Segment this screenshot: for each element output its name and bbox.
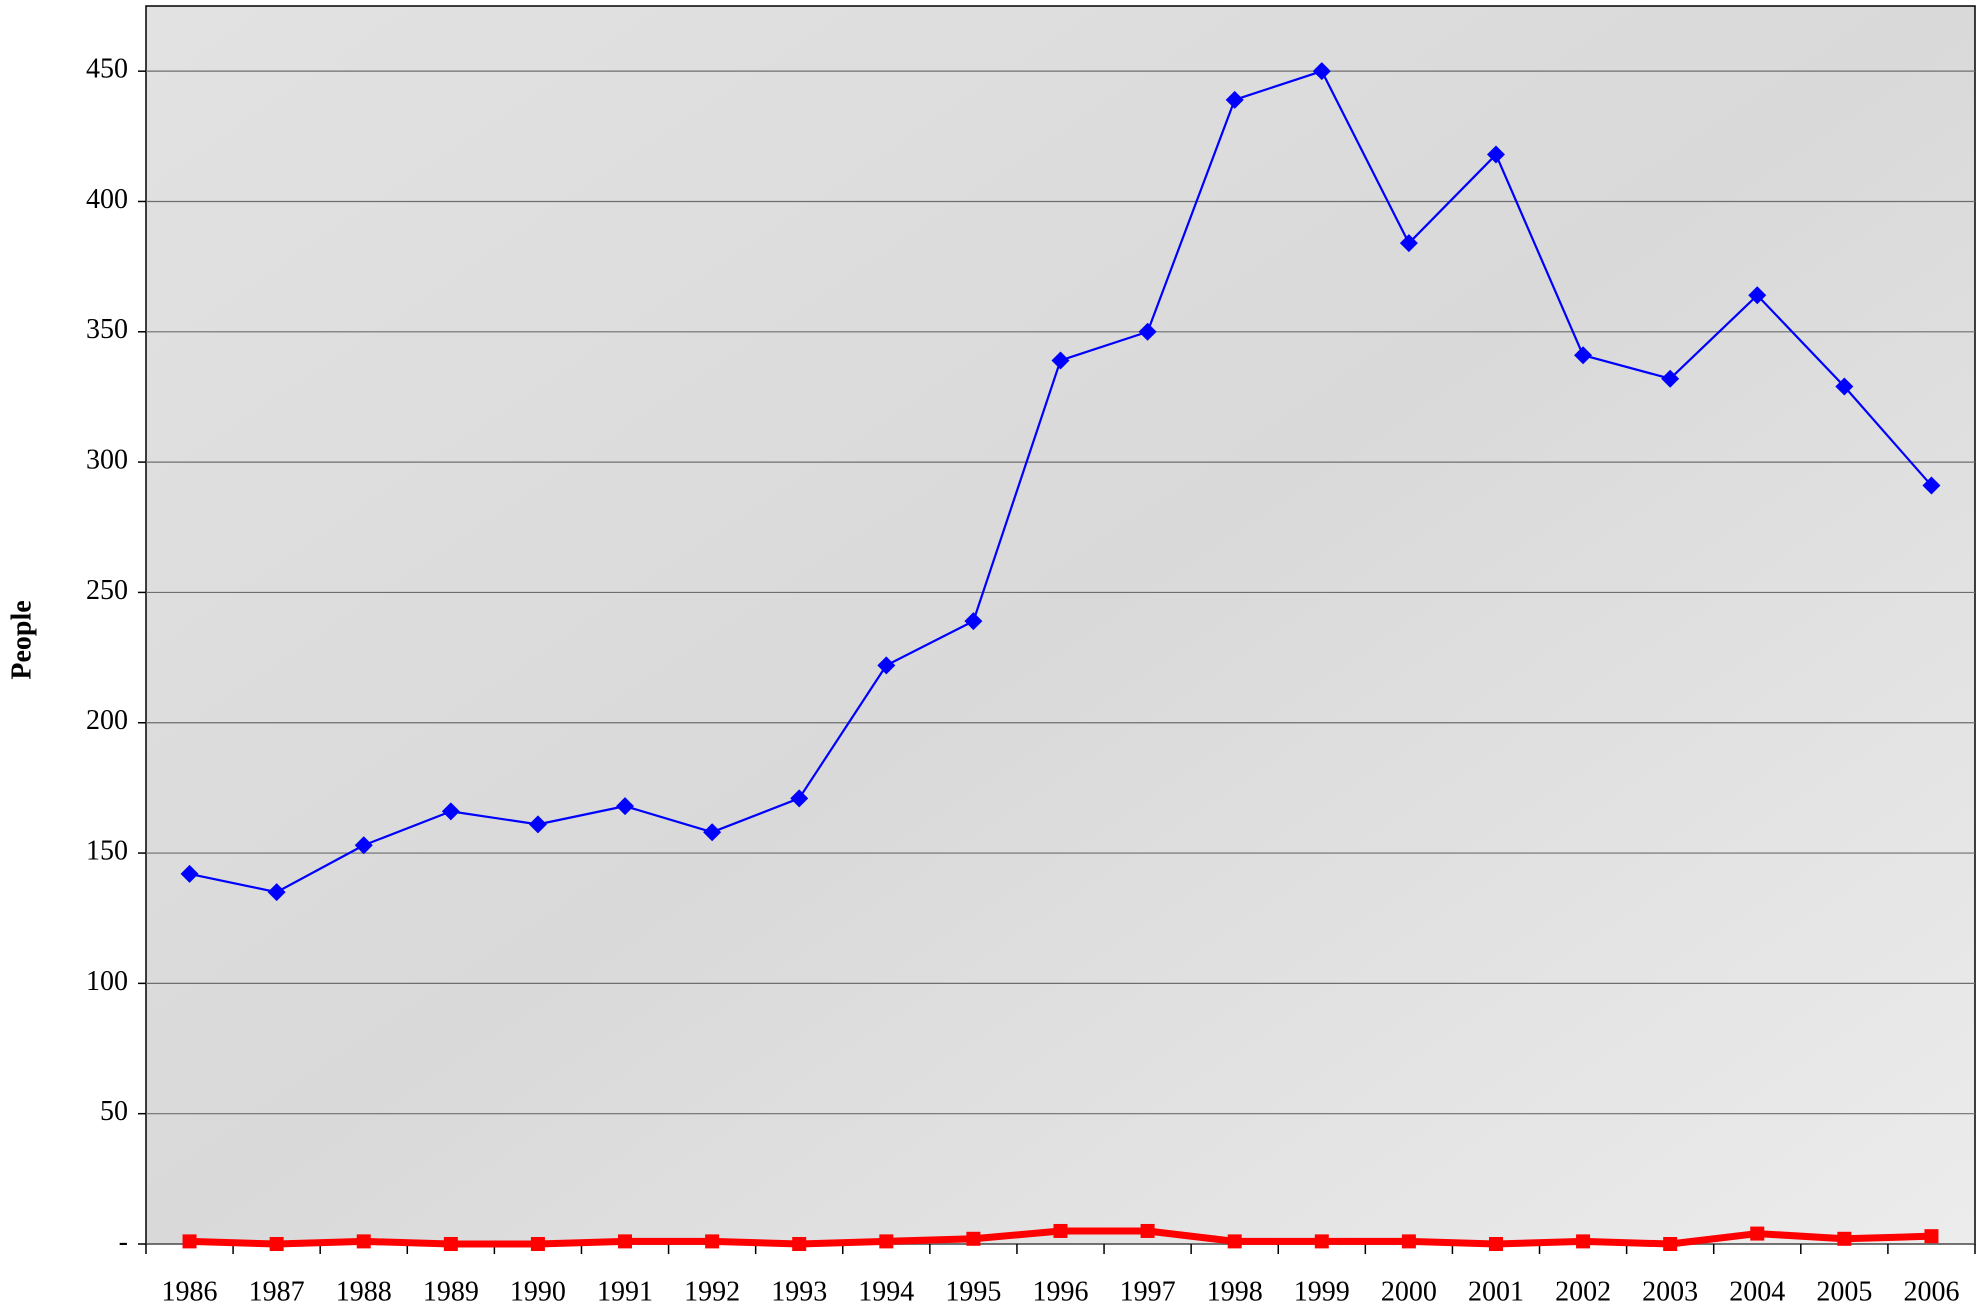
marker — [1748, 286, 1767, 305]
marker — [530, 1237, 545, 1251]
marker — [1661, 369, 1680, 388]
y-tick-label: 100 — [86, 966, 128, 997]
x-tick-label: 1989 — [423, 1276, 479, 1304]
y-tick-label: 200 — [86, 705, 128, 736]
x-tick-label: 2004 — [1729, 1276, 1785, 1304]
marker — [1399, 234, 1418, 253]
marker — [618, 1234, 633, 1249]
x-tick-label: 1998 — [1207, 1276, 1263, 1304]
marker — [1576, 1234, 1591, 1249]
marker — [1138, 322, 1157, 341]
marker — [790, 789, 809, 808]
marker — [792, 1237, 807, 1251]
x-tick-label: 2000 — [1381, 1276, 1437, 1304]
x-tick-label: 1987 — [249, 1276, 305, 1304]
marker — [1488, 1237, 1503, 1251]
x-tick-label: 1993 — [771, 1276, 827, 1304]
x-tick-label: 1990 — [510, 1276, 566, 1304]
x-tick-label: 2006 — [1903, 1276, 1959, 1304]
y-tick-label: 400 — [86, 184, 128, 215]
x-tick-label: 1999 — [1294, 1276, 1350, 1304]
marker — [1837, 1231, 1852, 1246]
y-tick-label: 250 — [86, 575, 128, 606]
marker — [879, 1234, 894, 1249]
marker — [1574, 346, 1593, 365]
marker — [354, 836, 373, 855]
marker — [1225, 90, 1244, 109]
marker — [180, 864, 199, 883]
marker — [267, 883, 286, 902]
marker — [966, 1231, 981, 1246]
marker — [1922, 476, 1941, 495]
marker — [1312, 62, 1331, 81]
x-tick-label: 1995 — [945, 1276, 1001, 1304]
marker — [1314, 1234, 1329, 1249]
marker — [1486, 145, 1505, 164]
x-tick-label: 1992 — [684, 1276, 740, 1304]
x-tick-label: 1988 — [336, 1276, 392, 1304]
x-tick-label: 1986 — [162, 1276, 218, 1304]
marker — [964, 612, 983, 631]
marker — [1140, 1223, 1155, 1238]
y-tick-label: 300 — [86, 445, 128, 476]
x-tick-label: 2002 — [1555, 1276, 1611, 1304]
marker — [705, 1234, 720, 1249]
x-tick-label: 1996 — [1033, 1276, 1089, 1304]
marker — [269, 1237, 284, 1251]
marker — [441, 802, 460, 821]
x-tick-label: 1997 — [1120, 1276, 1176, 1304]
y-tick-label: 450 — [86, 54, 128, 85]
marker — [1663, 1237, 1678, 1251]
marker — [1835, 377, 1854, 396]
x-tick-label: 2003 — [1642, 1276, 1698, 1304]
y-tick-label: 350 — [86, 314, 128, 345]
marker — [616, 797, 635, 816]
x-tick-label: 1991 — [597, 1276, 653, 1304]
x-tick-label: 2005 — [1816, 1276, 1872, 1304]
marker — [356, 1234, 371, 1249]
marker — [182, 1234, 197, 1249]
marker — [1924, 1229, 1939, 1244]
plot-area — [145, 5, 1976, 1245]
marker — [1401, 1234, 1416, 1249]
y-tick-label: 150 — [86, 835, 128, 866]
marker — [443, 1237, 458, 1251]
y-tick-label: 50 — [100, 1096, 128, 1127]
marker — [877, 656, 896, 675]
marker — [703, 823, 722, 842]
x-tick-label: 2001 — [1468, 1276, 1524, 1304]
y-axis-label: People — [6, 600, 37, 679]
marker — [1053, 1223, 1068, 1238]
marker — [1227, 1234, 1242, 1249]
marker — [1750, 1226, 1765, 1241]
y-tick-label: - — [119, 1226, 128, 1257]
marker — [1051, 351, 1070, 370]
marker — [528, 815, 547, 834]
x-tick-label: 1994 — [858, 1276, 914, 1304]
